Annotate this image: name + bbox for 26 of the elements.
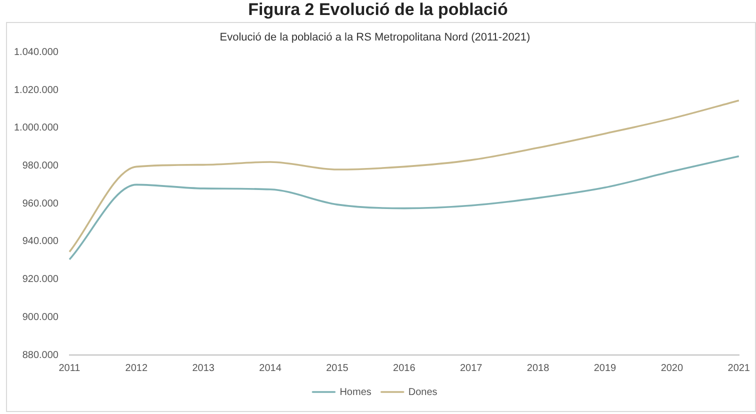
y-tick-label: 980.000 [22, 160, 59, 172]
y-tick-label: 960.000 [22, 198, 59, 210]
legend-label: Homes [340, 386, 372, 398]
x-tick-label: 2018 [526, 362, 550, 374]
chart-subtitle: Evolució de la població a la RS Metropolitana Nord (2011-2021) [220, 32, 530, 44]
y-tick-label: 1.000.000 [14, 122, 59, 134]
chart-title: Figura 2 Evolució de la població [247, 0, 509, 20]
y-tick-label: 1.040.000 [14, 46, 59, 58]
x-tick-label: 2015 [326, 362, 349, 374]
y-tick-label: 1.020.000 [14, 84, 59, 96]
x-tick-label: 2014 [259, 362, 282, 374]
x-tick-label: 2011 [58, 362, 81, 374]
x-tick-label: 2013 [192, 362, 215, 374]
y-tick-label: 940.000 [22, 236, 59, 248]
x-tick-label: 2019 [594, 362, 617, 374]
line-series [68, 100, 740, 253]
y-tick-label: 900.000 [22, 312, 59, 323]
legend-label: Dones [408, 386, 438, 398]
y-tick-label: 880.000 [22, 350, 59, 361]
x-tick-label: 2020 [660, 362, 684, 374]
x-tick-label: 2012 [125, 362, 148, 374]
x-tick-label: 2017 [460, 362, 483, 374]
y-tick-label: 920.000 [22, 274, 59, 286]
x-tick-label: 2016 [393, 362, 416, 374]
line-series [68, 155, 740, 260]
x-tick-label: 2021 [728, 362, 750, 374]
